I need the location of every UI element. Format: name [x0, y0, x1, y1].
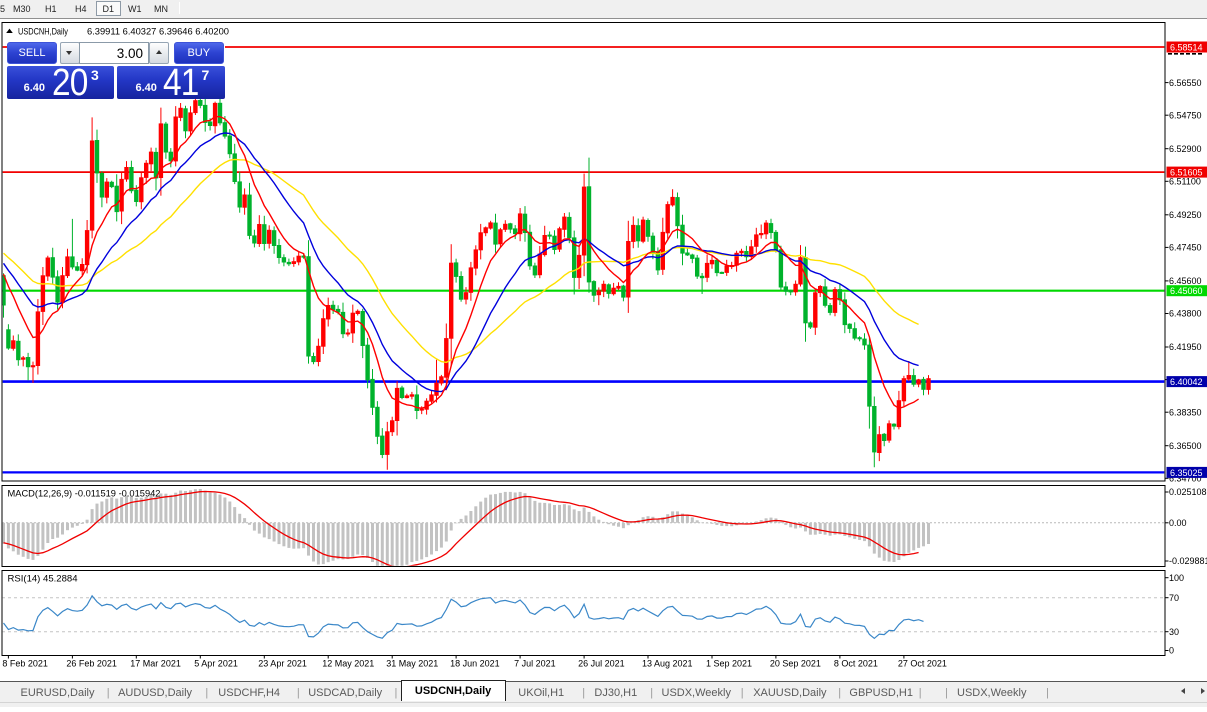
- svg-text:6.45600: 6.45600: [1169, 276, 1202, 286]
- svg-text:70: 70: [1169, 593, 1179, 603]
- svg-text:6.45060: 6.45060: [1170, 286, 1203, 296]
- svg-text:31 May 2021: 31 May 2021: [386, 659, 438, 669]
- svg-text:RSI(14) 45.2884: RSI(14) 45.2884: [8, 574, 78, 584]
- svg-text:7 Jul 2021: 7 Jul 2021: [514, 659, 556, 669]
- svg-text:1 Sep 2021: 1 Sep 2021: [706, 659, 752, 669]
- svg-text:26 Jul 2021: 26 Jul 2021: [578, 659, 625, 669]
- svg-text:6.36500: 6.36500: [1169, 441, 1202, 451]
- svg-text:6.40042: 6.40042: [1170, 377, 1203, 387]
- svg-text:MACD(12,26,9) -0.011519 -0.015: MACD(12,26,9) -0.011519 -0.015942: [8, 488, 161, 498]
- svg-text:6.38350: 6.38350: [1169, 407, 1202, 417]
- svg-text:17 Mar 2021: 17 Mar 2021: [130, 659, 181, 669]
- svg-text:6.49250: 6.49250: [1169, 210, 1202, 220]
- svg-text:0.025108: 0.025108: [1169, 487, 1207, 497]
- svg-text:6.56550: 6.56550: [1169, 78, 1202, 88]
- svg-text:6.51100: 6.51100: [1169, 177, 1201, 187]
- svg-text:6.43800: 6.43800: [1169, 309, 1202, 319]
- svg-text:6.41950: 6.41950: [1169, 342, 1202, 352]
- svg-text:6.47450: 6.47450: [1169, 243, 1202, 253]
- svg-text:6.54750: 6.54750: [1169, 110, 1202, 120]
- svg-text:27 Oct 2021: 27 Oct 2021: [898, 659, 947, 669]
- svg-text:23 Apr 2021: 23 Apr 2021: [258, 659, 307, 669]
- svg-text:0.00: 0.00: [1169, 518, 1187, 528]
- svg-text:6.39911 6.40327 6.39646 6.4020: 6.39911 6.40327 6.39646 6.40200: [87, 26, 229, 36]
- svg-text:30: 30: [1169, 627, 1179, 637]
- svg-text:USDCNH,Daily: USDCNH,Daily: [18, 26, 68, 36]
- svg-text:8 Feb 2021: 8 Feb 2021: [2, 659, 48, 669]
- svg-text:20 Sep 2021: 20 Sep 2021: [770, 659, 821, 669]
- svg-text:6.58514: 6.58514: [1170, 42, 1203, 52]
- svg-text:-0.029881: -0.029881: [1169, 556, 1207, 566]
- svg-text:6.51605: 6.51605: [1170, 168, 1203, 178]
- svg-text:18 Jun 2021: 18 Jun 2021: [450, 659, 500, 669]
- svg-text:100: 100: [1169, 573, 1184, 583]
- svg-text:26 Feb 2021: 26 Feb 2021: [66, 659, 117, 669]
- svg-text:6.52900: 6.52900: [1169, 144, 1202, 154]
- svg-text:6.35025: 6.35025: [1170, 468, 1203, 478]
- svg-text:5 Apr 2021: 5 Apr 2021: [194, 659, 238, 669]
- svg-text:0: 0: [1169, 646, 1174, 656]
- svg-text:13 Aug 2021: 13 Aug 2021: [642, 659, 693, 669]
- svg-text:12 May 2021: 12 May 2021: [322, 659, 374, 669]
- svg-text:8 Oct 2021: 8 Oct 2021: [834, 659, 878, 669]
